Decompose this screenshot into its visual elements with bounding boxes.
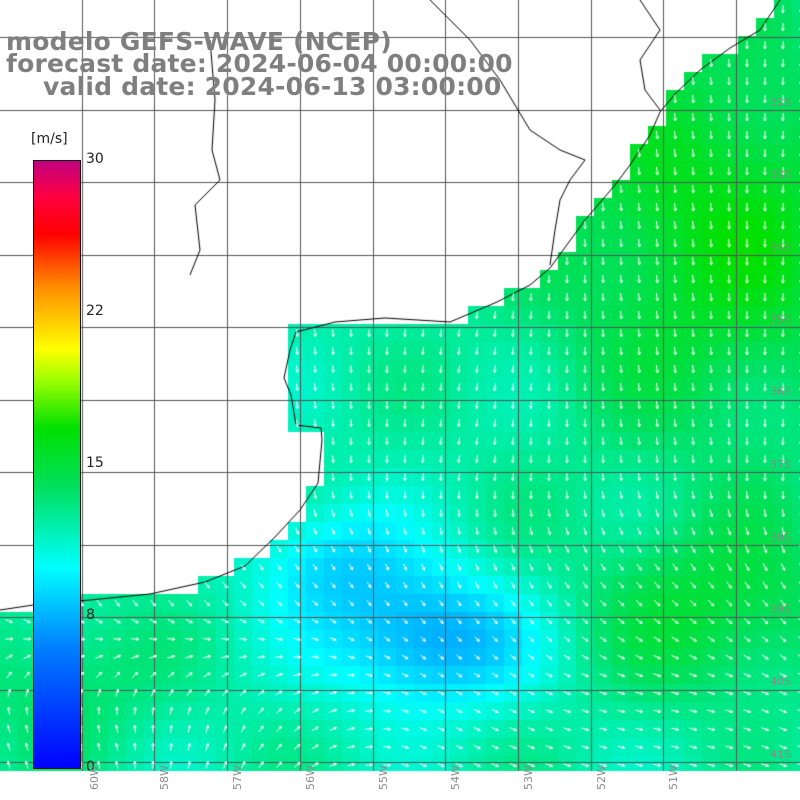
lon-label: 51W xyxy=(667,765,680,790)
lat-label: 38S xyxy=(770,531,791,544)
lat-label: 35S xyxy=(770,313,791,326)
forecast-date: forecast date: 2024-06-04 00:00:00 xyxy=(6,49,513,78)
lat-label: 37S xyxy=(770,458,791,471)
lon-label: 54W xyxy=(449,765,462,790)
lon-label: 56W xyxy=(304,765,317,790)
colorbar-unit: [m/s] xyxy=(31,131,68,147)
lon-label: 58W xyxy=(158,765,171,790)
valid-date: valid date: 2024-06-13 03:00:00 xyxy=(43,72,502,101)
model-title: modelo GEFS-WAVE (NCEP) xyxy=(6,27,392,56)
lat-label: 32S xyxy=(770,96,791,109)
colorbar-tick-22: 22 xyxy=(86,303,104,319)
lat-label: 36S xyxy=(770,385,791,398)
lon-label: 53W xyxy=(522,765,535,790)
lat-label: 41S xyxy=(770,748,791,761)
colorbar xyxy=(33,160,81,769)
colorbar-tick-15: 15 xyxy=(86,455,104,471)
colorbar-tick-0: 0 xyxy=(86,759,95,775)
lat-label: 34S xyxy=(770,241,791,254)
colorbar-tick-8: 8 xyxy=(86,607,95,623)
lon-label: 55W xyxy=(377,765,390,790)
lat-label: 39S xyxy=(770,603,791,616)
lon-label: 57W xyxy=(231,765,244,790)
lat-label: 33S xyxy=(770,168,791,181)
lon-label: 60W xyxy=(88,765,101,790)
colorbar-tick-30: 30 xyxy=(86,151,104,167)
lat-label: 40S xyxy=(770,675,791,688)
lon-label: 52W xyxy=(595,765,608,790)
